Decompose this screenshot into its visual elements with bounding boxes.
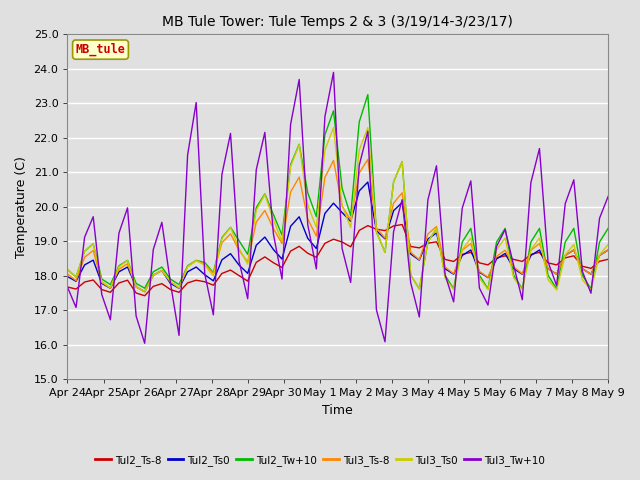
- Tul3_Tw+10: [433, 163, 440, 168]
- Tul3_Ts-8: [381, 235, 389, 241]
- Tul2_Ts0: [604, 247, 612, 253]
- X-axis label: Time: Time: [323, 404, 353, 417]
- Legend: Tul2_Ts-8, Tul2_Ts0, Tul2_Tw+10, Tul3_Ts-8, Tul3_Ts0, Tul3_Tw+10: Tul2_Ts-8, Tul2_Ts0, Tul2_Tw+10, Tul3_Ts…: [91, 451, 549, 470]
- Tul2_Ts0: [141, 289, 148, 295]
- Tul2_Ts-8: [604, 256, 612, 262]
- Tul2_Tw+10: [63, 266, 71, 272]
- Tul3_Tw+10: [330, 70, 337, 75]
- Tul2_Ts0: [424, 236, 432, 242]
- Tul3_Ts-8: [424, 231, 432, 237]
- Tul3_Ts-8: [295, 174, 303, 180]
- Tul3_Ts-8: [141, 289, 148, 295]
- Tul3_Ts-8: [433, 224, 440, 229]
- Tul2_Ts-8: [398, 222, 406, 228]
- Tul2_Tw+10: [415, 286, 423, 292]
- Tul3_Ts-8: [604, 247, 612, 253]
- Tul3_Ts0: [381, 249, 389, 255]
- Tul3_Tw+10: [424, 197, 432, 203]
- Tul2_Ts-8: [424, 240, 432, 246]
- Line: Tul2_Ts0: Tul2_Ts0: [67, 182, 608, 292]
- Tul2_Ts0: [63, 274, 71, 279]
- Tul2_Ts0: [433, 230, 440, 236]
- Tul2_Tw+10: [132, 280, 140, 286]
- Tul3_Ts0: [604, 242, 612, 248]
- Tul2_Ts0: [364, 179, 372, 185]
- Tul2_Tw+10: [433, 226, 440, 231]
- Tul2_Ts0: [339, 210, 346, 216]
- Tul2_Tw+10: [372, 229, 380, 235]
- Tul3_Tw+10: [381, 339, 389, 345]
- Title: MB Tule Tower: Tule Temps 2 & 3 (3/19/14-3/23/17): MB Tule Tower: Tule Temps 2 & 3 (3/19/14…: [163, 15, 513, 29]
- Tul2_Ts-8: [141, 293, 148, 299]
- Tul3_Tw+10: [132, 313, 140, 319]
- Tul2_Ts-8: [372, 227, 380, 232]
- Tul3_Tw+10: [295, 77, 303, 83]
- Tul3_Ts-8: [339, 204, 346, 209]
- Tul2_Tw+10: [287, 162, 294, 168]
- Tul3_Ts0: [63, 266, 71, 272]
- Tul3_Ts-8: [63, 271, 71, 277]
- Tul3_Ts0: [424, 239, 432, 245]
- Line: Tul2_Ts-8: Tul2_Ts-8: [67, 225, 608, 296]
- Tul3_Ts0: [330, 125, 337, 131]
- Tul3_Tw+10: [63, 284, 71, 290]
- Tul2_Ts-8: [132, 290, 140, 296]
- Tul2_Tw+10: [424, 239, 432, 245]
- Text: MB_tule: MB_tule: [76, 43, 125, 56]
- Tul2_Ts0: [295, 214, 303, 220]
- Tul2_Ts0: [381, 236, 389, 242]
- Tul3_Ts0: [295, 142, 303, 147]
- Tul3_Tw+10: [347, 279, 355, 285]
- Tul2_Ts-8: [339, 239, 346, 245]
- Tul2_Ts-8: [295, 243, 303, 249]
- Y-axis label: Temperature (C): Temperature (C): [15, 156, 28, 258]
- Tul2_Ts-8: [63, 284, 71, 290]
- Line: Tul3_Tw+10: Tul3_Tw+10: [67, 72, 608, 343]
- Tul3_Tw+10: [141, 340, 148, 346]
- Tul3_Tw+10: [604, 193, 612, 199]
- Tul3_Ts-8: [132, 284, 140, 290]
- Line: Tul2_Tw+10: Tul2_Tw+10: [67, 95, 608, 289]
- Line: Tul3_Ts-8: Tul3_Ts-8: [67, 159, 608, 292]
- Line: Tul3_Ts0: Tul3_Ts0: [67, 128, 608, 292]
- Tul2_Tw+10: [330, 108, 337, 114]
- Tul3_Ts0: [132, 284, 140, 290]
- Tul2_Ts0: [132, 284, 140, 290]
- Tul3_Ts0: [433, 226, 440, 231]
- Tul3_Ts-8: [364, 156, 372, 162]
- Tul3_Ts0: [141, 289, 148, 295]
- Tul2_Tw+10: [364, 92, 372, 97]
- Tul2_Ts-8: [433, 239, 440, 245]
- Tul3_Ts0: [347, 225, 355, 230]
- Tul2_Tw+10: [604, 226, 612, 231]
